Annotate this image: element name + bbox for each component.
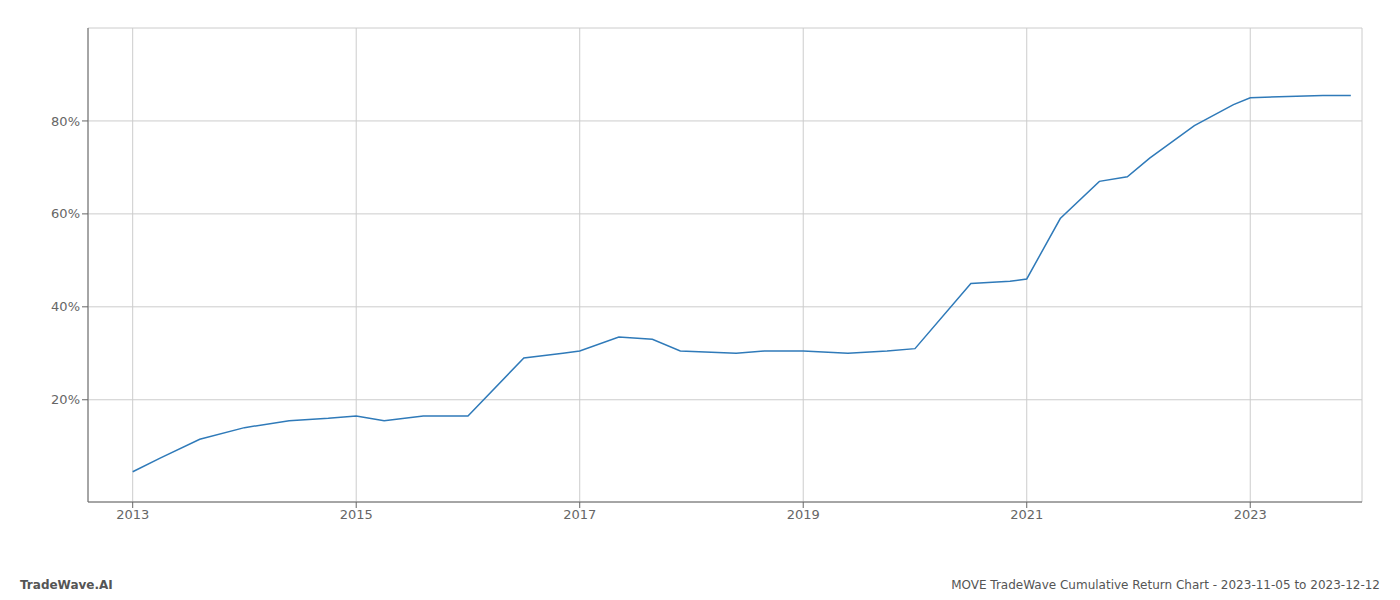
html-text:TradeWave.AI: TradeWave.AI	[20, 578, 113, 592]
svg-text:2019: 2019	[787, 507, 820, 522]
svg-text:60%: 60%	[51, 206, 80, 221]
svg-text:2013: 2013	[116, 507, 149, 522]
svg-text:2017: 2017	[563, 507, 596, 522]
html-text:MOVE TradeWave Cumulative Retu: MOVE TradeWave Cumulative Return Chart -…	[951, 578, 1380, 592]
svg-text:40%: 40%	[51, 299, 80, 314]
svg-text:2021: 2021	[1010, 507, 1043, 522]
svg-text:2023: 2023	[1234, 507, 1267, 522]
svg-text:80%: 80%	[51, 114, 80, 129]
svg-text:20%: 20%	[51, 392, 80, 407]
svg-text:2015: 2015	[340, 507, 373, 522]
